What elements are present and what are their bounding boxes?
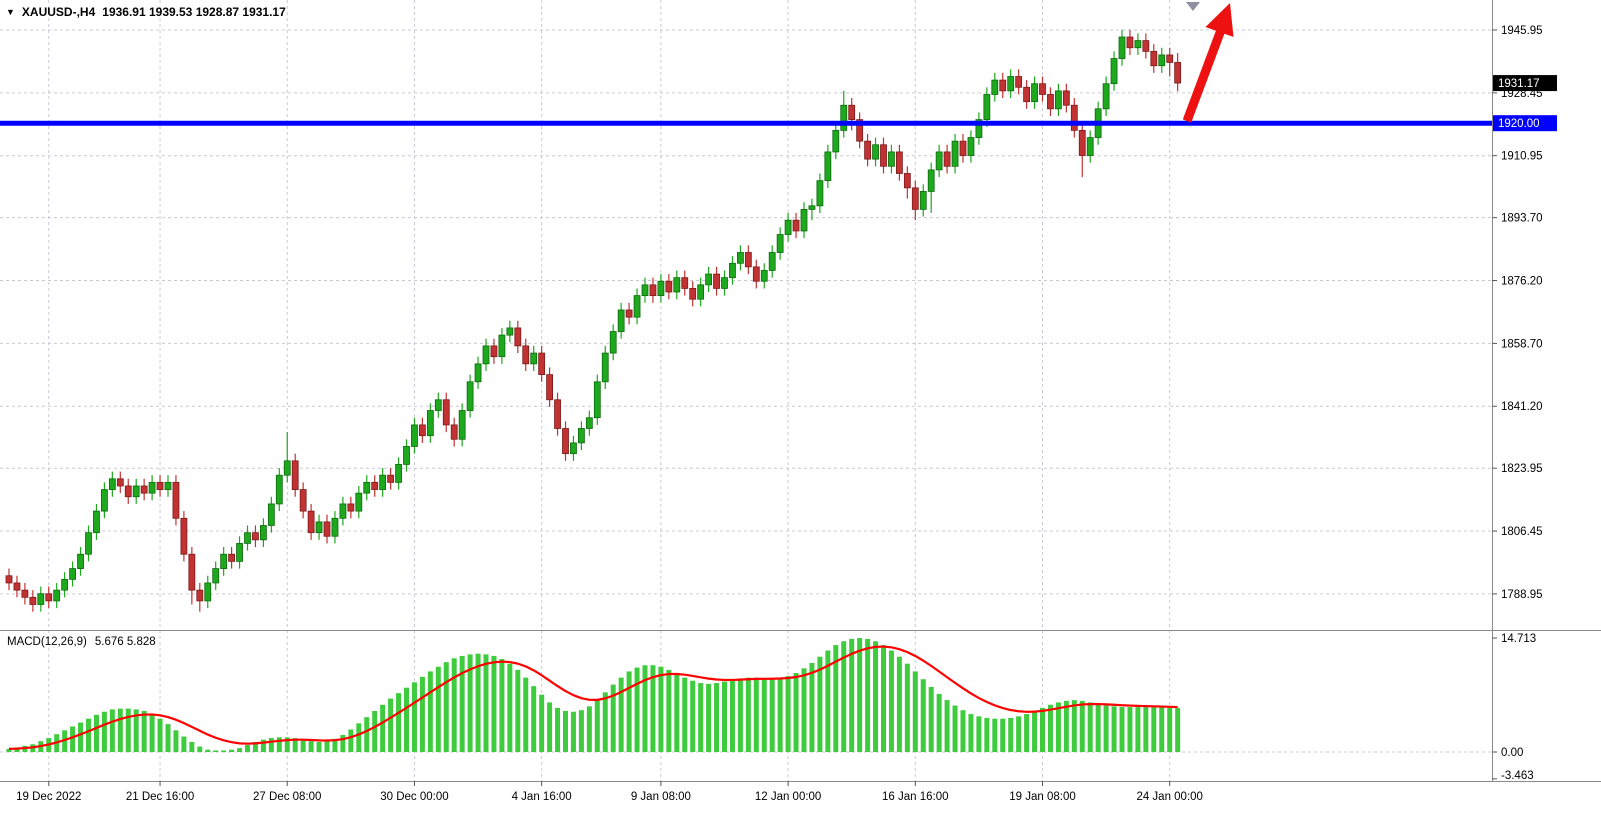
indicator-axis-label: 0.00: [1501, 747, 1523, 759]
price-axis-label: 1945.95: [1501, 25, 1543, 37]
indicator-axis-label: 14.713: [1501, 633, 1536, 645]
gridlines: [0, 0, 1492, 781]
pane-borders: [0, 0, 1601, 782]
time-axis-label: 19 Dec 2022: [16, 791, 81, 803]
trend-arrow[interactable]: [1182, 3, 1234, 123]
price-axis[interactable]: 1945.951928.451910.951893.701876.201858.…: [1492, 25, 1557, 601]
time-axis-label: 24 Jan 00:00: [1136, 791, 1203, 803]
time-axis-label: 9 Jan 08:00: [631, 791, 691, 803]
macd-indicator-label: MACD(12,26,9) 5.676 5.828: [7, 636, 156, 648]
macd-values: 5.676 5.828: [94, 636, 156, 648]
time-axis-label: 4 Jan 16:00: [512, 791, 572, 803]
object-anchor-icon: [1186, 2, 1200, 11]
time-axis-label: 30 Dec 00:00: [380, 791, 448, 803]
macd-name: MACD(12,26,9): [7, 636, 87, 648]
price-axis-label: 1910.95: [1501, 151, 1543, 163]
time-axis-label: 19 Jan 08:00: [1009, 791, 1076, 803]
price-axis-label: 1788.95: [1501, 589, 1543, 601]
macd-signal-line[interactable]: [8, 645, 1178, 751]
indicator-axis[interactable]: 14.713 0.00 -3.463: [1492, 633, 1536, 782]
time-axis[interactable]: 19 Dec 2022 21 Dec 16:00 27 Dec 08:00 30 De…: [16, 781, 1203, 803]
hline-price-badge-label: 1920.00: [1498, 118, 1540, 130]
time-axis-label: 16 Jan 16:00: [882, 791, 949, 803]
price-axis-label: 1858.70: [1501, 338, 1543, 350]
current-price-badge-label: 1931.17: [1498, 78, 1540, 90]
indicator-axis-label: -3.463: [1501, 770, 1534, 782]
candlestick-series: [5, 29, 1182, 612]
price-axis-label: 1823.95: [1501, 463, 1543, 475]
price-axis-label: 1841.20: [1501, 401, 1543, 413]
ohlc-values: 1936.91 1939.53 1928.87 1931.17: [102, 5, 286, 19]
price-axis-label: 1893.70: [1501, 213, 1543, 225]
current-price-badge: [1493, 75, 1557, 92]
price-axis-label: 1876.20: [1501, 276, 1543, 288]
macd-histogram: [6, 638, 1181, 753]
time-axis-label: 21 Dec 16:00: [126, 791, 194, 803]
chart-header: ▼ XAUUSD-,H4 1936.91 1939.53 1928.87 193…: [6, 5, 286, 19]
triangle-down-icon: ▼: [6, 6, 15, 17]
symbol-timeframe-label: XAUUSD-,H4: [21, 5, 96, 19]
price-axis-label: 1806.45: [1501, 526, 1543, 538]
hline-price-badge: [1493, 115, 1557, 132]
time-axis-label: 27 Dec 08:00: [253, 791, 321, 803]
time-axis-label: 12 Jan 00:00: [755, 791, 822, 803]
